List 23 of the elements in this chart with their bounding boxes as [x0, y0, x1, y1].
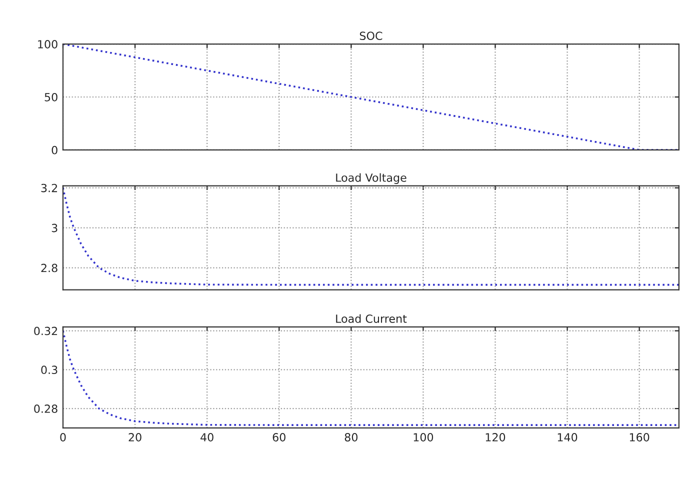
y-tick-label: 50: [44, 92, 58, 102]
x-tick-label: 20: [128, 433, 142, 442]
chart-title: SOC: [360, 32, 382, 40]
x-tick-label: 120: [486, 433, 506, 442]
y-tick-label: 100: [38, 40, 58, 48]
y-tick-label: 3.2: [41, 184, 58, 192]
x-tick-label: 0: [60, 433, 66, 442]
x-tick-label: 80: [344, 433, 358, 442]
line-series: [62, 330, 679, 426]
line-series: [62, 44, 679, 150]
y-tick-label: 3: [52, 224, 58, 232]
x-tick-label: 160: [630, 433, 650, 442]
x-tick-label: 60: [272, 433, 286, 442]
y-tick-label: 0.32: [34, 326, 58, 336]
x-tick-label: 140: [558, 433, 578, 442]
chart-title: Load Current: [336, 314, 407, 323]
chart-title: Load Voltage: [336, 173, 406, 184]
y-tick-label: 0.3: [41, 366, 58, 374]
y-tick-label: 2.8: [41, 264, 58, 272]
x-tick-label: 100: [414, 433, 434, 442]
x-tick-label: 40: [200, 433, 214, 442]
y-tick-label: 0: [52, 146, 58, 154]
y-tick-label: 0.28: [34, 404, 58, 413]
